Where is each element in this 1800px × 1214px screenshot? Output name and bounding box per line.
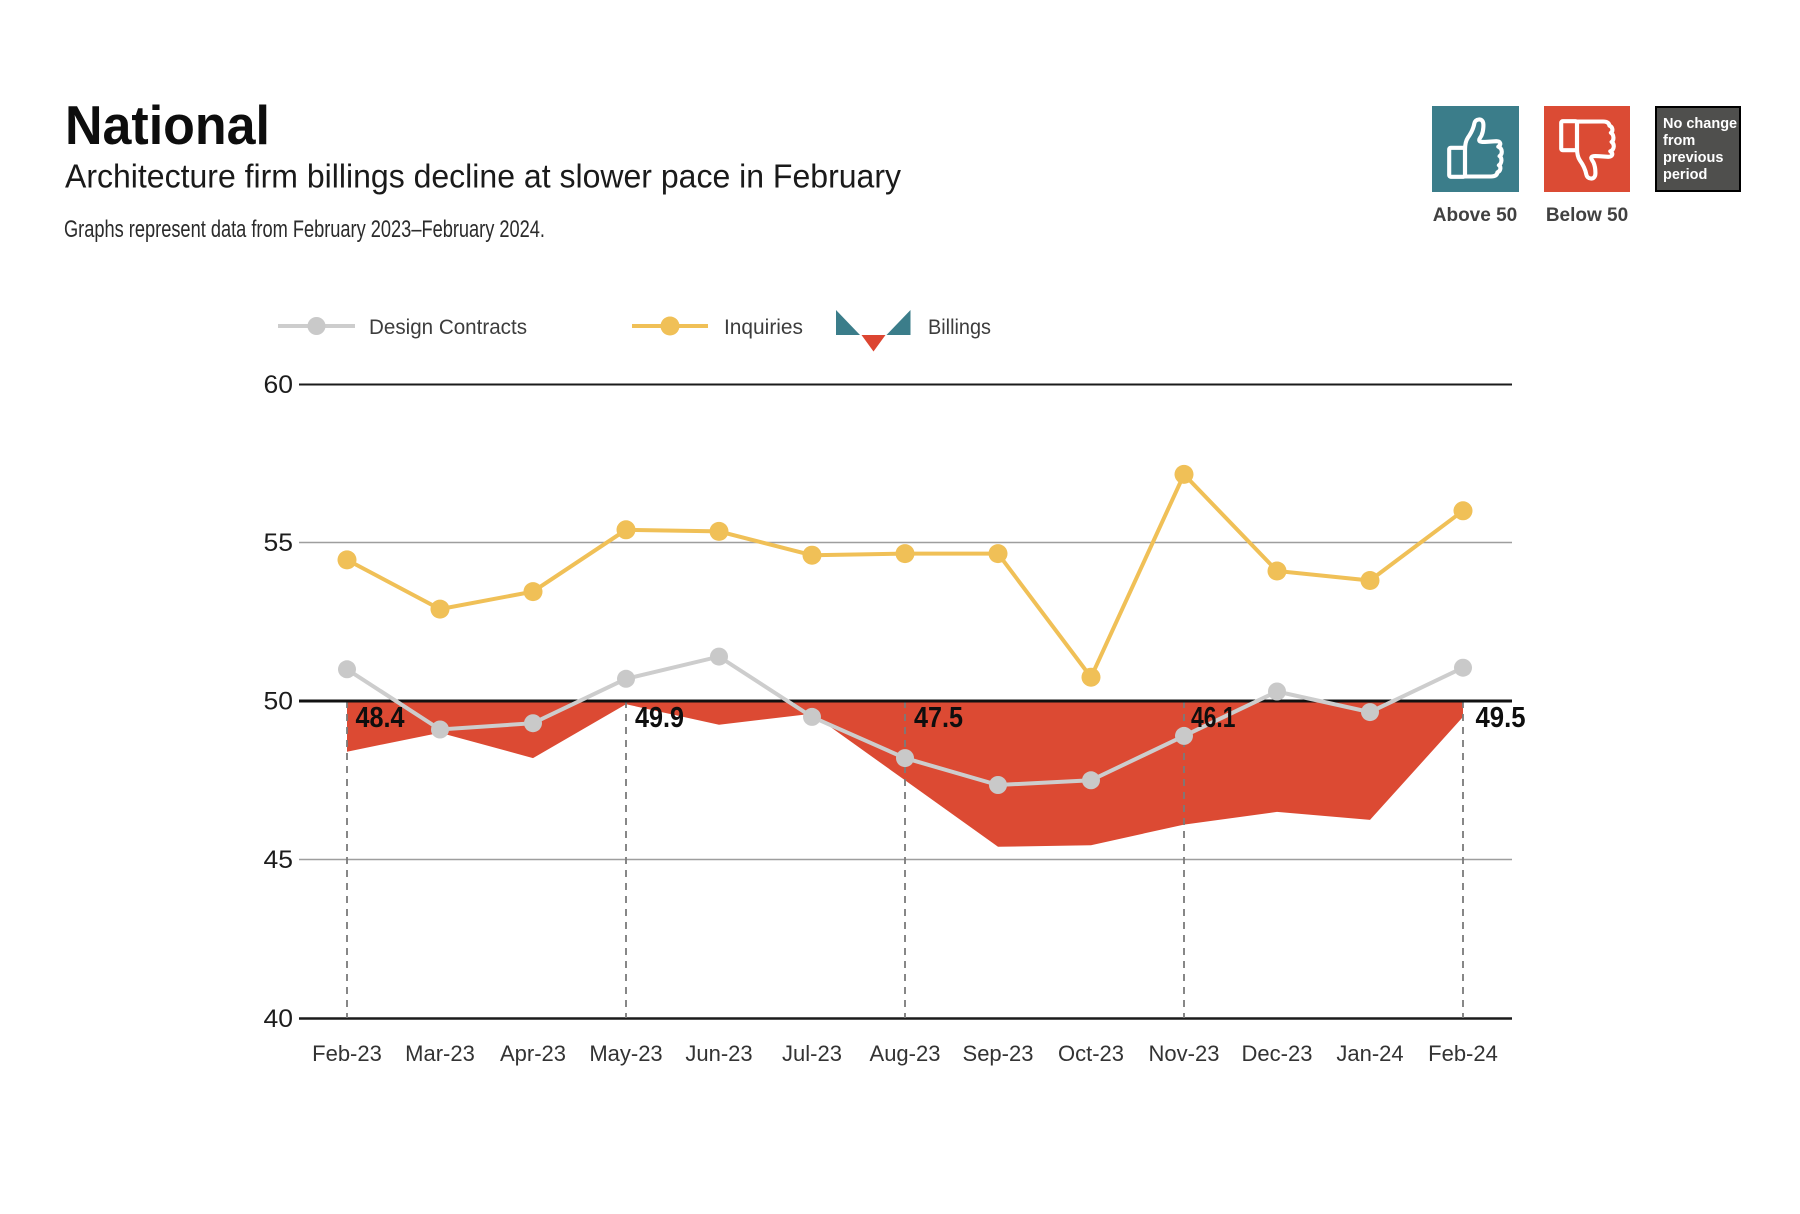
svg-text:40: 40: [264, 1005, 294, 1033]
svg-text:46.1: 46.1: [1191, 702, 1236, 734]
svg-text:Aug-23: Aug-23: [870, 1041, 941, 1066]
svg-text:Apr-23: Apr-23: [500, 1041, 566, 1066]
svg-text:Sep-23: Sep-23: [963, 1041, 1034, 1066]
svg-text:Jan-24: Jan-24: [1336, 1041, 1403, 1066]
svg-text:May-23: May-23: [589, 1041, 662, 1066]
svg-text:Below 50: Below 50: [1546, 205, 1628, 226]
svg-text:50: 50: [264, 688, 294, 716]
svg-text:period: period: [1663, 167, 1707, 183]
svg-text:Mar-23: Mar-23: [405, 1041, 475, 1066]
svg-text:Billings: Billings: [928, 316, 991, 339]
svg-text:from: from: [1663, 133, 1695, 149]
svg-text:Architecture firm billings dec: Architecture firm billings decline at sl…: [65, 158, 901, 195]
svg-text:45: 45: [264, 846, 294, 874]
svg-text:Feb-24: Feb-24: [1428, 1041, 1498, 1066]
svg-text:previous: previous: [1663, 150, 1723, 166]
svg-text:Feb-23: Feb-23: [312, 1041, 382, 1066]
svg-text:Dec-23: Dec-23: [1242, 1041, 1313, 1066]
svg-text:Jun-23: Jun-23: [685, 1041, 752, 1066]
svg-text:49.5: 49.5: [1476, 702, 1526, 734]
svg-text:48.4: 48.4: [356, 702, 405, 734]
svg-text:55: 55: [264, 529, 294, 557]
svg-text:Nov-23: Nov-23: [1149, 1041, 1220, 1066]
svg-text:Oct-23: Oct-23: [1058, 1041, 1124, 1066]
svg-text:No change: No change: [1663, 116, 1737, 132]
svg-text:60: 60: [264, 371, 294, 399]
svg-text:47.5: 47.5: [914, 702, 963, 734]
svg-text:49.9: 49.9: [635, 702, 684, 734]
svg-text:Design Contracts: Design Contracts: [369, 316, 527, 339]
svg-text:Inquiries: Inquiries: [724, 316, 803, 339]
svg-text:Graphs represent data from Feb: Graphs represent data from February 2023…: [64, 216, 545, 243]
svg-text:Above 50: Above 50: [1433, 205, 1517, 226]
svg-text:National: National: [65, 94, 270, 156]
svg-text:Jul-23: Jul-23: [782, 1041, 842, 1066]
